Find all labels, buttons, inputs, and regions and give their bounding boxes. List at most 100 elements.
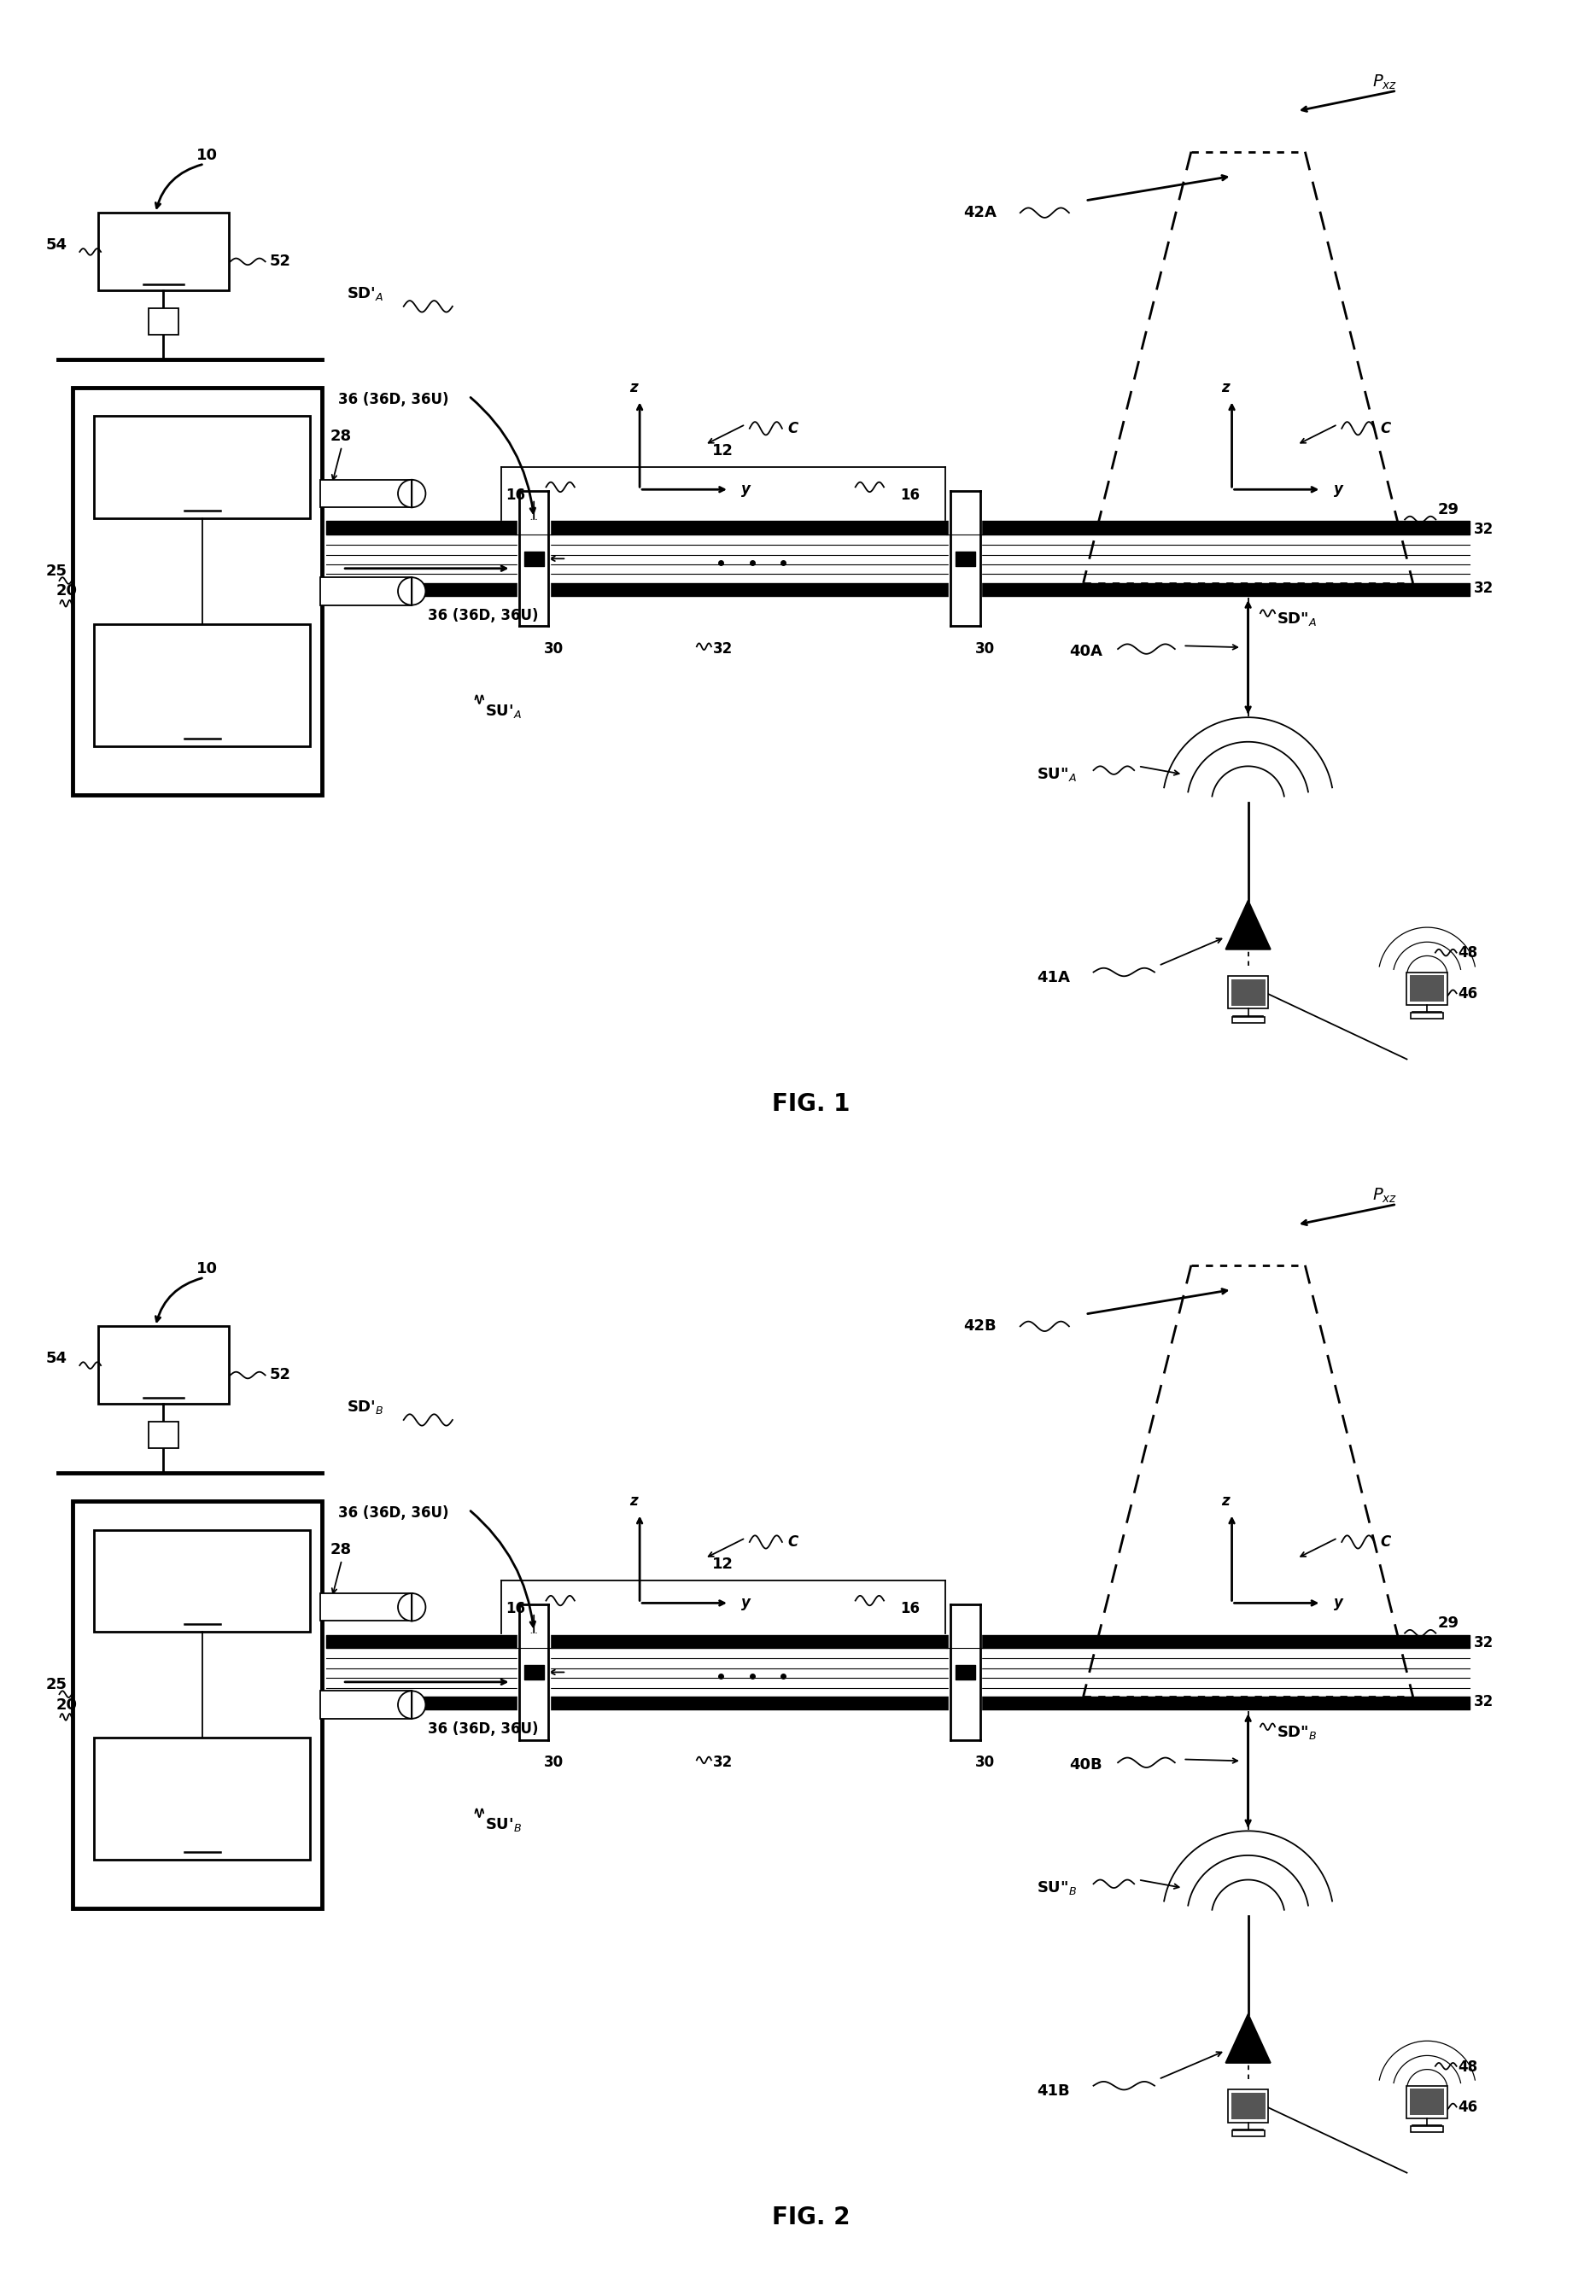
- Text: SD"$_A$: SD"$_A$: [1277, 611, 1317, 627]
- Text: 32: 32: [1475, 521, 1494, 537]
- Text: 24: 24: [192, 1791, 212, 1807]
- Text: 36 (36D, 36U): 36 (36D, 36U): [428, 1722, 538, 1736]
- Text: 25: 25: [46, 1676, 67, 1692]
- Text: 22: 22: [192, 459, 212, 475]
- Text: $P_{xz}$: $P_{xz}$: [1373, 73, 1396, 92]
- Text: 46: 46: [1459, 987, 1478, 1001]
- Text: y: y: [742, 482, 750, 496]
- Bar: [321, 480, 412, 507]
- Text: 41A: 41A: [1036, 969, 1069, 985]
- Text: 40A: 40A: [1069, 643, 1103, 659]
- Wedge shape: [397, 1593, 426, 1621]
- Text: 52: 52: [270, 255, 290, 269]
- Text: SD"$_B$: SD"$_B$: [1277, 1724, 1317, 1740]
- Text: 46: 46: [1459, 2101, 1478, 2115]
- Text: 30: 30: [975, 641, 994, 657]
- Text: 42A: 42A: [964, 204, 996, 220]
- Bar: [321, 1593, 412, 1621]
- Text: $P_{xz}$: $P_{xz}$: [1373, 1187, 1396, 1205]
- Text: 29: 29: [1438, 503, 1459, 517]
- Bar: [1227, 976, 1269, 1008]
- Text: SU"$_B$: SU"$_B$: [1036, 1878, 1077, 1896]
- Bar: [72, 388, 322, 794]
- Text: 10: 10: [196, 147, 217, 163]
- Text: z: z: [629, 379, 637, 395]
- Text: 25: 25: [46, 563, 67, 579]
- Bar: [1411, 2126, 1443, 2133]
- Text: 52: 52: [270, 1368, 290, 1382]
- Bar: [99, 1327, 228, 1403]
- Text: 32: 32: [713, 1754, 733, 1770]
- Text: 50: 50: [153, 1357, 174, 1373]
- Wedge shape: [397, 576, 426, 606]
- Bar: [94, 1738, 310, 1860]
- Text: 20: 20: [56, 583, 78, 599]
- Text: 16: 16: [900, 1600, 919, 1616]
- Polygon shape: [1226, 2014, 1270, 2062]
- Text: 24: 24: [192, 677, 212, 693]
- Text: 22: 22: [192, 1573, 212, 1589]
- Text: 50: 50: [153, 243, 174, 259]
- Text: z: z: [1221, 379, 1229, 395]
- Text: C: C: [1381, 420, 1390, 436]
- Text: 12: 12: [712, 443, 734, 459]
- Text: 29: 29: [1438, 1616, 1459, 1630]
- Bar: [1411, 2089, 1444, 2115]
- Wedge shape: [397, 480, 426, 507]
- Bar: [94, 416, 310, 519]
- Text: 48: 48: [1459, 2060, 1478, 2076]
- Bar: [1227, 2089, 1269, 2122]
- Text: 16: 16: [506, 1600, 525, 1616]
- Text: 28: 28: [233, 645, 254, 659]
- Text: SD'$_A$: SD'$_A$: [346, 285, 383, 303]
- Bar: [72, 1502, 322, 1908]
- Text: 12: 12: [712, 1557, 734, 1573]
- Text: 32: 32: [1475, 1694, 1494, 1708]
- Text: FIG. 1: FIG. 1: [771, 1093, 849, 1116]
- Text: 48: 48: [1459, 946, 1478, 962]
- Text: 10: 10: [196, 1261, 217, 1277]
- Bar: [148, 1421, 179, 1449]
- Bar: [1231, 980, 1266, 1006]
- Text: 30: 30: [544, 641, 563, 657]
- Text: 28: 28: [330, 1543, 351, 1557]
- Bar: [99, 214, 228, 289]
- Bar: [1406, 2085, 1448, 2119]
- Text: y: y: [742, 1596, 750, 1609]
- Text: C: C: [788, 420, 798, 436]
- Text: 36 (36D, 36U): 36 (36D, 36U): [338, 1506, 448, 1520]
- Bar: [94, 1529, 310, 1632]
- Wedge shape: [397, 1690, 426, 1720]
- Text: z: z: [1221, 1492, 1229, 1508]
- Bar: [94, 625, 310, 746]
- Text: 32: 32: [1475, 1635, 1494, 1651]
- Text: SD'$_B$: SD'$_B$: [346, 1398, 383, 1417]
- Text: 41B: 41B: [1036, 2082, 1069, 2099]
- Text: SU"$_A$: SU"$_A$: [1036, 765, 1077, 783]
- Text: 42B: 42B: [964, 1318, 996, 1334]
- Text: 36 (36D, 36U): 36 (36D, 36U): [428, 608, 538, 622]
- Text: 32: 32: [1475, 581, 1494, 595]
- Text: z: z: [629, 1492, 637, 1508]
- Text: 16: 16: [900, 487, 919, 503]
- Text: C: C: [1381, 1534, 1390, 1550]
- Bar: [321, 1690, 412, 1720]
- Text: 28: 28: [233, 1759, 254, 1773]
- Bar: [1232, 1017, 1264, 1022]
- Text: FIG. 2: FIG. 2: [771, 2206, 849, 2229]
- Text: 40B: 40B: [1069, 1756, 1101, 1773]
- Bar: [321, 576, 412, 606]
- Text: y: y: [1334, 1596, 1342, 1609]
- Text: 30: 30: [544, 1754, 563, 1770]
- Bar: [1411, 976, 1444, 1001]
- Text: 30: 30: [975, 1754, 994, 1770]
- Bar: [1232, 2131, 1264, 2135]
- Bar: [148, 308, 179, 335]
- Bar: [1231, 2094, 1266, 2119]
- Text: 28: 28: [330, 429, 351, 443]
- Text: 16: 16: [506, 487, 525, 503]
- Text: SU'$_A$: SU'$_A$: [485, 703, 522, 721]
- Bar: [1406, 971, 1448, 1006]
- Text: 32: 32: [713, 641, 733, 657]
- Text: C: C: [788, 1534, 798, 1550]
